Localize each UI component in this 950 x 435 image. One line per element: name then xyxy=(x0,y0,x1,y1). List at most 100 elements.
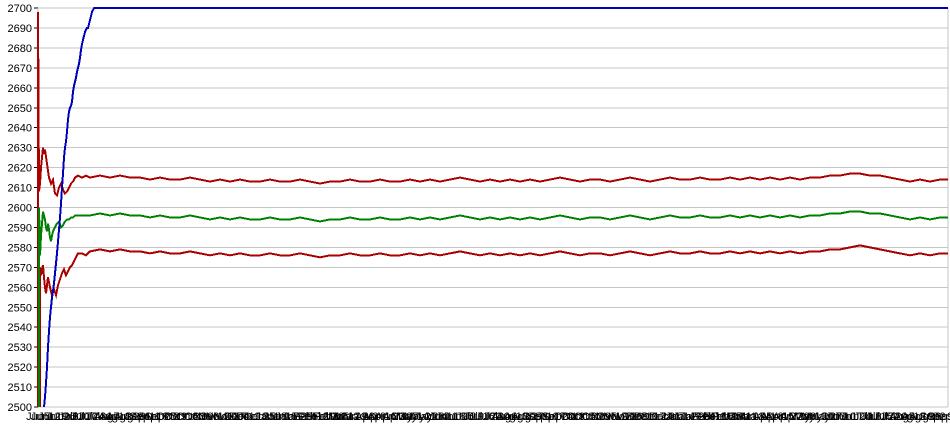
x-tick-label: Jul15 xyxy=(866,411,892,423)
x-tick-label: Apr16 xyxy=(367,411,396,423)
x-tick-label: Jan14 xyxy=(665,411,695,423)
x-tick-label: Jan29 xyxy=(283,411,313,423)
x-tick-label: Sep25 xyxy=(144,411,176,423)
x-tick-label: May20 xyxy=(801,411,834,423)
y-tick-label: 2520 xyxy=(8,362,32,374)
y-tick-label: 2630 xyxy=(8,143,32,155)
x-tick-label: Apr8 xyxy=(760,411,783,423)
x-tick-label: Feb19 xyxy=(305,411,336,423)
x-tick-label: Feb5 xyxy=(293,411,318,423)
x-tick-label: Feb26 xyxy=(313,411,344,423)
x-tick-label: May14 xyxy=(396,411,429,423)
x-tick-label: Sep24 xyxy=(542,411,574,423)
x-tick-label: Nov12 xyxy=(596,411,628,423)
x-tick-label: Feb12 xyxy=(298,411,329,423)
x-tick-label: Sep9 xyxy=(928,411,950,423)
x-tick-label: Dec4 xyxy=(224,411,250,423)
x-tick-label: Jul10 xyxy=(63,411,89,423)
x-tick-label: Jun3 xyxy=(821,411,845,423)
x-tick-label: Dec11 xyxy=(229,411,260,423)
y-tick-label: 2670 xyxy=(8,63,32,75)
x-tick-label: Mar18 xyxy=(734,411,765,423)
y-axis-labels: 2500 2510 2520 2530 2540 2550 2560 2570 2580 2590… xyxy=(8,3,32,414)
x-tick-label: Mar4 xyxy=(721,411,746,423)
x-tick-label: Nov6 xyxy=(193,411,219,423)
x-tick-label: Apr9 xyxy=(363,411,386,423)
x-tick-label: Sep16 xyxy=(932,411,950,423)
x-tick-label: Oct22 xyxy=(574,411,603,423)
y-tick-label: 2660 xyxy=(8,83,32,95)
x-tick-label: Mar25 xyxy=(741,411,772,423)
y-tick-label: 2530 xyxy=(8,342,32,354)
y-tick-label: 2560 xyxy=(8,282,32,294)
x-tick-label: Apr29 xyxy=(780,411,809,423)
x-tick-label: Apr30 xyxy=(383,411,412,423)
x-tick-label: Jan22 xyxy=(275,411,305,423)
x-tick-label: Sep2 xyxy=(920,411,946,423)
y-tick-label: 2610 xyxy=(8,183,32,195)
x-tick-label: Oct1 xyxy=(554,411,577,423)
y-tick-label: 2620 xyxy=(8,163,32,175)
x-tick-label: Jul9 xyxy=(464,411,484,423)
x-tick-label: Feb4 xyxy=(691,411,716,423)
x-tick-label: Jan15 xyxy=(268,411,298,423)
x-tick-label: Jan28 xyxy=(681,411,711,423)
x-tick-label: Jun4 xyxy=(424,411,448,423)
x-tick-label: May21 xyxy=(404,411,437,423)
x-tick-label: Oct29 xyxy=(582,411,611,423)
x-tick-label: Mar26 xyxy=(344,411,375,423)
x-tick-label: Aug28 xyxy=(114,411,146,423)
gridlines xyxy=(34,7,949,408)
x-tick-label: Jun17 xyxy=(834,411,864,423)
y-tick-label: 2500 xyxy=(8,402,32,414)
series-upper-band-red xyxy=(37,11,948,407)
x-tick-label: Dec18 xyxy=(236,411,268,423)
x-tick-label: Jun25 xyxy=(444,411,474,423)
x-tick-label: May6 xyxy=(789,411,816,423)
x-tick-label: Aug13 xyxy=(496,411,528,423)
x-tick-label: Aug19 xyxy=(902,411,934,423)
x-tick-label: Dec3 xyxy=(622,411,648,423)
x-tick-label: Feb11 xyxy=(696,411,726,423)
x-tick-label: Jun10 xyxy=(826,411,856,423)
x-tick-label: Oct23 xyxy=(176,411,205,423)
x-tick-label: Oct30 xyxy=(184,411,213,423)
series-mean-green xyxy=(38,207,948,407)
x-tick-label: Jul31 xyxy=(86,411,112,423)
x-tick-label: Sep11 xyxy=(130,411,161,423)
x-tick-label: May7 xyxy=(392,411,419,423)
x-tick-label: Apr15 xyxy=(765,411,794,423)
x-tick-label: Jan7 xyxy=(661,411,685,423)
x-tick-label: Sep17 xyxy=(534,411,566,423)
y-tick-label: 2700 xyxy=(8,3,32,15)
x-tick-label: Jul22 xyxy=(874,411,900,423)
x-tick-label: Mar12 xyxy=(328,411,359,423)
y-tick-label: 2570 xyxy=(8,262,32,274)
x-tick-label: Jul23 xyxy=(476,411,502,423)
y-tick-label: 2540 xyxy=(8,322,32,334)
x-tick-label: Oct8 xyxy=(562,411,585,423)
x-tick-label: Aug14 xyxy=(99,411,131,423)
x-tick-label: Jan8 xyxy=(263,411,287,423)
x-tick-label: Dec24 xyxy=(642,411,674,423)
x-tick-label: Nov19 xyxy=(603,411,635,423)
y-tick-label: 2640 xyxy=(8,123,32,135)
x-tick-label: Oct9 xyxy=(164,411,187,423)
x-tick-label: Jul8 xyxy=(861,411,881,423)
x-tick-label: Sep3 xyxy=(522,411,548,423)
x-tick-label: Aug12 xyxy=(894,411,926,423)
x-tick-label: Mar5 xyxy=(324,411,349,423)
x-tick-label: Jul16 xyxy=(468,411,494,423)
x-tick-label: Sep18 xyxy=(137,411,169,423)
x-tick-label: Mar11 xyxy=(726,411,756,423)
x-tick-label: Apr22 xyxy=(773,411,802,423)
x-tick-label: Aug7 xyxy=(94,411,120,423)
x-tick-label: Apr1 xyxy=(753,411,776,423)
x-tick-label: Nov13 xyxy=(198,411,230,423)
x-tick-label: Apr2 xyxy=(355,411,378,423)
x-tick-label: Dec25 xyxy=(244,411,276,423)
x-tick-label: Mar19 xyxy=(336,411,367,423)
x-tick-label: Jul3 xyxy=(58,411,78,423)
x-tick-label: Nov5 xyxy=(591,411,617,423)
